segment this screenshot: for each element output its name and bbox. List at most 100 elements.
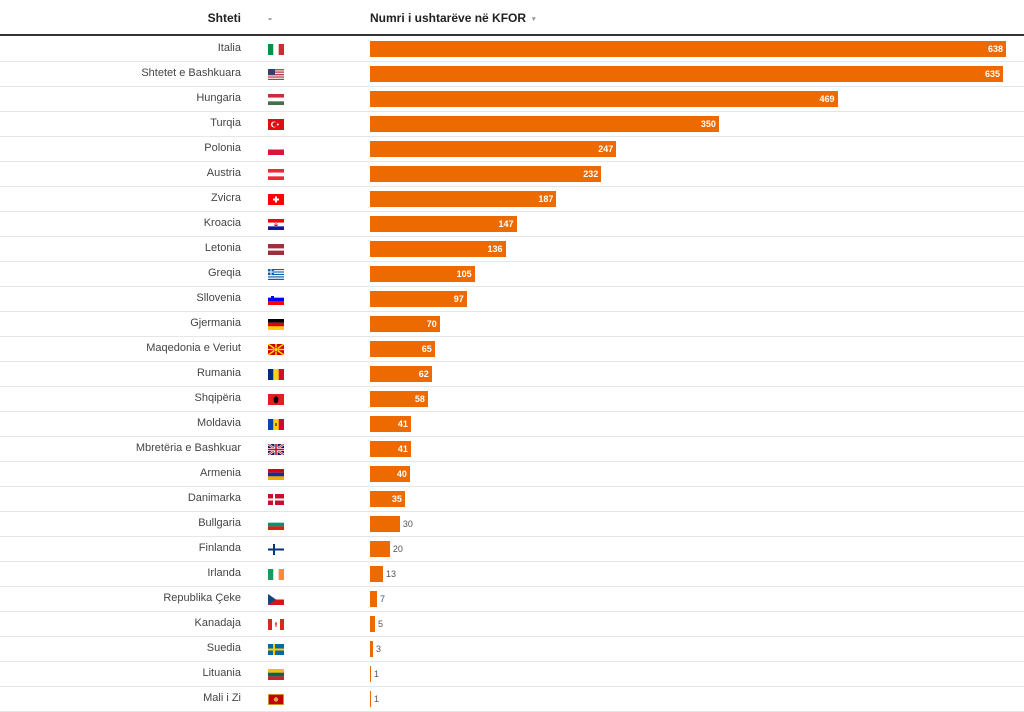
bar-value-label: 58: [414, 394, 425, 404]
bar: [370, 116, 719, 132]
bar: [370, 691, 371, 707]
table-row: Shqipëria 58: [0, 387, 1024, 412]
bar-value-label: 70: [426, 319, 437, 329]
flag-md-icon: [268, 419, 284, 430]
country-name: Greqia: [207, 267, 241, 279]
flag-gb-icon: [268, 444, 284, 455]
country-name: Rumania: [196, 367, 241, 379]
bar-value-label: 105: [456, 269, 472, 279]
country-name: Moldavia: [196, 417, 241, 429]
flag-me-icon: [268, 694, 284, 705]
table-row: Rumania 62: [0, 362, 1024, 387]
country-name: Italia: [217, 42, 241, 54]
bar: [370, 166, 602, 182]
bar-value-label: 1: [374, 694, 380, 704]
bar: [370, 466, 410, 482]
bar: [370, 616, 375, 632]
flag-ca-icon: [268, 619, 284, 630]
country-name: Kroacia: [203, 217, 241, 229]
bar: [370, 541, 390, 557]
bar: [370, 441, 411, 457]
table-row: Shtetet e Bashkuara 635: [0, 62, 1024, 87]
flag-lv-icon: [268, 244, 284, 255]
flag-am-icon: [268, 469, 284, 480]
bar-value-label: 136: [487, 244, 503, 254]
flag-fi-icon: [268, 544, 284, 555]
table-row: Kanadaja 5: [0, 612, 1024, 637]
sort-indicator-icon[interactable]: ▾: [532, 15, 536, 23]
country-name: Maqedonia e Veriut: [146, 342, 241, 354]
table-row: Kroacia 147: [0, 212, 1024, 237]
flag-ch-icon: [268, 194, 284, 205]
table-row: Armenia 40: [0, 462, 1024, 487]
table-row: Danimarka 35: [0, 487, 1024, 512]
flag-si-icon: [268, 294, 284, 305]
column-header-soldiers-label: Numri i ushtarëve në KFOR: [370, 11, 527, 25]
bar: [370, 666, 371, 682]
flag-it-icon: [268, 44, 284, 55]
flag-hu-icon: [268, 94, 284, 105]
table-row: Zvicra 187: [0, 187, 1024, 212]
bar: [370, 291, 467, 307]
column-header-soldiers[interactable]: Numri i ushtarëve në KFOR ▾: [370, 11, 536, 25]
country-name: Shqipëria: [194, 392, 241, 404]
bar-value-label: 635: [984, 69, 1001, 79]
country-name: Zvicra: [211, 192, 241, 204]
bar: [370, 266, 475, 282]
bar-value-label: 62: [418, 369, 429, 379]
country-name: Bullgaria: [198, 517, 241, 529]
table-row: Moldavia 41: [0, 412, 1024, 437]
country-name: Sllovenia: [196, 292, 241, 304]
country-name: Kanadaja: [194, 617, 242, 629]
bar-value-label: 65: [421, 344, 432, 354]
flag-mk-icon: [268, 344, 284, 355]
country-name: Hungaria: [196, 92, 241, 104]
table-row: Sllovenia 97: [0, 287, 1024, 312]
bar-value-label: 1: [374, 669, 380, 679]
bar: [370, 591, 377, 607]
table-row: Letonia 136: [0, 237, 1024, 262]
bar-value-label: 232: [583, 169, 599, 179]
bar-value-label: 350: [700, 119, 716, 129]
flag-bg-icon: [268, 519, 284, 530]
column-header-country[interactable]: Shteti: [207, 11, 241, 25]
flag-pl-icon: [268, 144, 284, 155]
country-name: Irlanda: [207, 567, 241, 579]
flag-tr-icon: [268, 119, 284, 130]
bar-value-label: 41: [397, 444, 408, 454]
bar-value-label: 35: [391, 494, 402, 504]
table-row: Finlanda 20: [0, 537, 1024, 562]
country-name: Turqia: [210, 117, 241, 129]
country-name: Letonia: [204, 242, 241, 254]
flag-us-icon: [268, 69, 284, 80]
table-row: Mali i Zi 1: [0, 687, 1024, 712]
table-row: Republika Çeke 7: [0, 587, 1024, 612]
flag-cz-icon: [268, 594, 284, 605]
bar-value-label: 3: [375, 644, 381, 654]
bar-value-label: 247: [598, 144, 614, 154]
bar: [370, 516, 400, 532]
flag-ro-icon: [268, 369, 284, 380]
bar: [370, 316, 440, 332]
table-row: Polonia 247: [0, 137, 1024, 162]
bar-value-label: 469: [819, 94, 835, 104]
flag-gr-icon: [268, 269, 284, 280]
bar: [370, 66, 1003, 82]
bar-value-label: 13: [385, 569, 396, 579]
table-row: Hungaria 469: [0, 87, 1024, 112]
country-name: Mali i Zi: [203, 692, 241, 704]
bar: [370, 41, 1006, 57]
bar-value-label: 41: [397, 419, 408, 429]
country-name: Mbretëria e Bashkuar: [135, 442, 241, 454]
bar-value-label: 5: [377, 619, 383, 629]
flag-ie-icon: [268, 569, 284, 580]
country-name: Lituania: [202, 667, 241, 679]
table-row: Gjermania 70: [0, 312, 1024, 337]
table-row: Bullgaria 30: [0, 512, 1024, 537]
column-header-flag[interactable]: -: [268, 11, 272, 25]
country-name: Gjermania: [190, 317, 241, 329]
flag-at-icon: [268, 169, 284, 180]
table-row: Mbretëria e Bashkuar 41: [0, 437, 1024, 462]
flag-al-icon: [268, 394, 284, 405]
flag-de-icon: [268, 319, 284, 330]
